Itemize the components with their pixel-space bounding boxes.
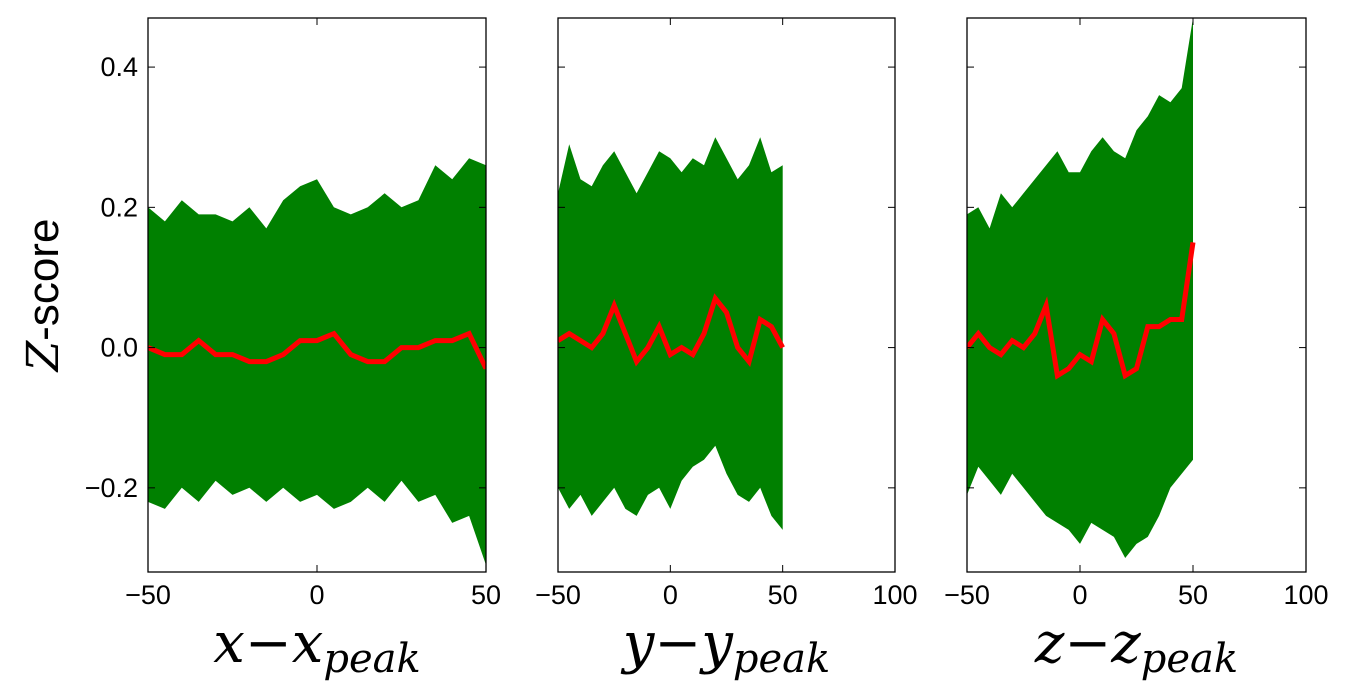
x-axis-label: z−zpeak: [1034, 611, 1238, 682]
std-band: [558, 137, 783, 530]
x-axis-label-sub: peak: [323, 636, 420, 682]
x-tick-label: 50: [768, 580, 798, 610]
x-axis-label: x−xpeak: [213, 611, 420, 682]
y-tick-label: 0.2: [100, 192, 138, 222]
x-axis-label: y−ypeak: [620, 611, 831, 682]
y-tick-label: 0.4: [100, 52, 138, 82]
x-tick-label: 100: [872, 580, 917, 610]
x-tick-label: 0: [1072, 580, 1087, 610]
y-axis-label-text: Z-score: [18, 219, 69, 374]
x-axis-label-sub: peak: [1141, 636, 1238, 682]
panel-z: −50 0 50 100 z−zpeak: [944, 17, 1329, 682]
y-tick-label: 0.0: [100, 333, 138, 363]
y-axis-label: Z-score: [18, 219, 69, 374]
mean-line: [558, 293, 785, 368]
y-tick-label: −0.2: [85, 473, 138, 503]
x-tick-label: −50: [535, 580, 581, 610]
x-tick-label: −50: [944, 580, 990, 610]
panel-x: −50 0 50 −0.2 0.0 0.2 0.4 x−xpeak: [85, 17, 501, 682]
x-tick-label: 100: [1283, 580, 1328, 610]
x-axis-label-main: z−z: [1034, 611, 1141, 676]
plot-frame: [557, 17, 896, 573]
x-tick-label: −50: [125, 580, 171, 610]
mean-line: [148, 330, 486, 370]
x-tick-label: 0: [663, 580, 678, 610]
panel-y: −50 0 50 100 y−ypeak: [535, 17, 918, 682]
std-band: [148, 158, 486, 566]
x-tick-label: 50: [471, 580, 501, 610]
x-tick-label: 0: [309, 580, 324, 610]
mean-line: [967, 242, 1196, 380]
x-axis-label-main: x−x: [213, 611, 323, 676]
std-band: [967, 18, 1193, 558]
y-axis-label-suffix: -score: [19, 219, 68, 341]
y-axis-label-symbol: Z: [18, 339, 69, 373]
x-axis-label-sub: peak: [733, 636, 830, 682]
plot-frame: [966, 17, 1307, 573]
x-tick-label: 50: [1178, 580, 1208, 610]
x-axis-label-main: y−y: [620, 611, 735, 676]
